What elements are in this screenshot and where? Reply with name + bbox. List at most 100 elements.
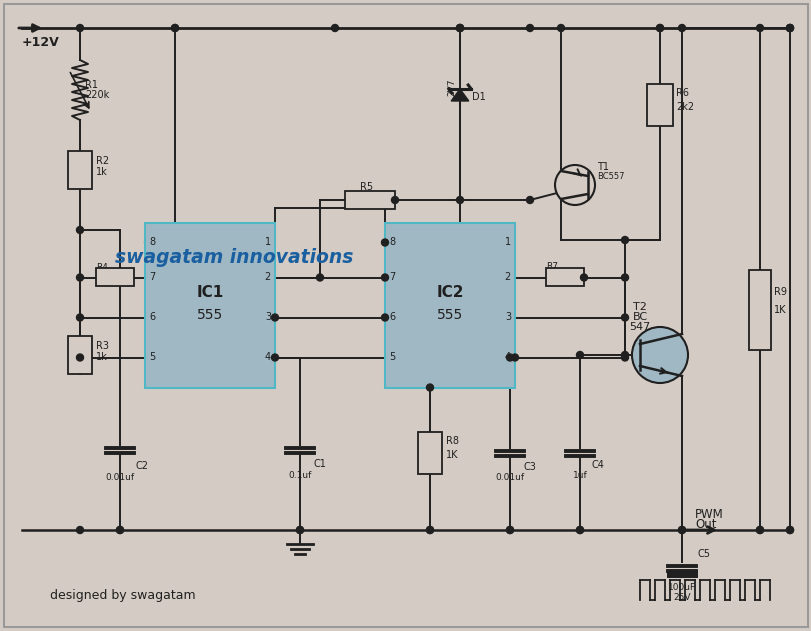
Text: swagatam innovations: swagatam innovations [115, 249, 353, 268]
Text: 220k: 220k [85, 90, 109, 100]
Text: 470: 470 [360, 195, 379, 205]
Bar [418, 432, 441, 474]
Circle shape [620, 351, 628, 358]
Circle shape [296, 526, 303, 533]
Circle shape [655, 25, 663, 32]
Text: 100: 100 [555, 273, 573, 283]
Text: C4: C4 [591, 460, 604, 470]
Text: T2: T2 [633, 302, 646, 312]
Bar [96, 269, 134, 286]
Circle shape [456, 196, 463, 204]
Text: 5: 5 [148, 353, 155, 362]
Text: 6: 6 [148, 312, 155, 322]
Circle shape [76, 314, 84, 321]
Circle shape [381, 274, 388, 281]
Text: 4: 4 [264, 353, 271, 362]
Circle shape [271, 314, 278, 321]
Text: 0.01uf: 0.01uf [105, 473, 135, 481]
Circle shape [511, 354, 518, 361]
Text: R4: R4 [96, 263, 108, 272]
Circle shape [316, 274, 323, 281]
Circle shape [76, 526, 84, 533]
Text: R2: R2 [96, 156, 109, 166]
Circle shape [526, 25, 533, 32]
Circle shape [620, 274, 628, 281]
Circle shape [391, 196, 398, 204]
Circle shape [171, 25, 178, 32]
Text: 2: 2 [264, 273, 271, 283]
Text: R5: R5 [359, 182, 373, 192]
Text: 555: 555 [196, 308, 223, 322]
Circle shape [456, 25, 463, 32]
Text: 7: 7 [388, 273, 395, 283]
Circle shape [786, 25, 792, 32]
Circle shape [426, 384, 433, 391]
Text: PWM: PWM [694, 507, 723, 521]
Circle shape [620, 354, 628, 361]
Text: BC: BC [632, 312, 646, 322]
Circle shape [506, 526, 513, 533]
Circle shape [456, 25, 463, 32]
Text: R7: R7 [545, 262, 557, 271]
Text: BC557: BC557 [596, 172, 624, 182]
Circle shape [426, 526, 433, 533]
Circle shape [554, 165, 594, 205]
Circle shape [76, 25, 84, 32]
Text: R3: R3 [96, 341, 109, 351]
Circle shape [786, 526, 792, 533]
Bar [68, 336, 92, 374]
Text: C2: C2 [135, 461, 148, 471]
Text: R9: R9 [773, 287, 786, 297]
Circle shape [381, 239, 388, 246]
Text: 2k2: 2k2 [676, 102, 693, 112]
Bar [345, 191, 394, 209]
Text: R8: R8 [445, 436, 458, 446]
Text: 1K: 1K [773, 305, 786, 315]
Circle shape [381, 314, 388, 321]
Text: C1: C1 [314, 459, 327, 469]
Circle shape [678, 526, 684, 533]
Text: 8: 8 [148, 237, 155, 247]
Circle shape [271, 354, 278, 361]
Circle shape [678, 25, 684, 32]
Text: R6: R6 [676, 88, 689, 98]
Circle shape [76, 227, 84, 233]
Text: 4: 4 [504, 353, 510, 362]
Circle shape [786, 526, 792, 533]
Text: 1: 1 [264, 237, 271, 247]
Text: C3: C3 [523, 462, 536, 472]
Text: 25V: 25V [672, 594, 690, 603]
Text: 0.1uf: 0.1uf [288, 471, 311, 480]
Text: 5: 5 [388, 353, 395, 362]
Text: T1: T1 [596, 162, 608, 172]
Circle shape [576, 526, 583, 533]
Circle shape [576, 351, 583, 358]
Circle shape [456, 25, 463, 32]
Text: 555: 555 [436, 308, 462, 322]
Circle shape [576, 526, 583, 533]
Circle shape [76, 354, 84, 361]
Circle shape [620, 314, 628, 321]
Text: 2V7: 2V7 [447, 78, 456, 96]
Circle shape [756, 25, 762, 32]
Text: 100: 100 [105, 273, 124, 283]
Circle shape [786, 25, 792, 32]
Bar [545, 269, 583, 286]
Bar [748, 270, 770, 350]
Bar [145, 223, 275, 387]
Text: 3: 3 [504, 312, 510, 322]
Circle shape [331, 25, 338, 32]
Circle shape [631, 327, 687, 383]
Bar [384, 223, 514, 387]
Text: Out: Out [694, 519, 715, 531]
Text: designed by swagatam: designed by swagatam [50, 589, 195, 601]
Circle shape [756, 526, 762, 533]
Text: +12V: +12V [22, 35, 60, 49]
Text: 0.01uf: 0.01uf [495, 473, 524, 483]
Circle shape [786, 25, 792, 32]
Bar [646, 84, 672, 126]
Circle shape [506, 526, 513, 533]
Circle shape [116, 526, 123, 533]
Text: R1: R1 [85, 80, 98, 90]
Text: 2: 2 [504, 273, 510, 283]
